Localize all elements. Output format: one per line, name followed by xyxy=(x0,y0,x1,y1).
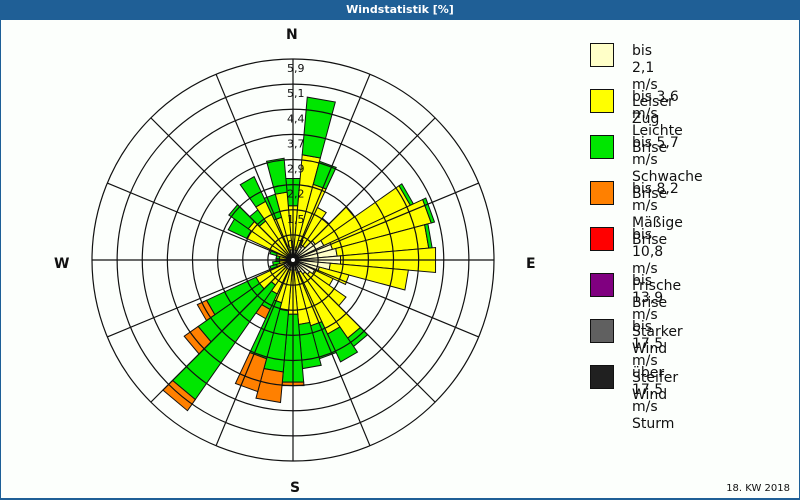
grid-spoke xyxy=(150,117,294,261)
legend-label: Frische Brise xyxy=(632,278,682,311)
petal-segment xyxy=(255,368,284,404)
center-dot xyxy=(291,258,295,262)
legend-swatch-icon xyxy=(590,135,614,159)
radial-tick-label: 2,2 xyxy=(287,188,305,201)
grid-spoke xyxy=(292,117,436,261)
legend-speed: bis 13,9 m/s xyxy=(632,273,664,323)
grid-spoke xyxy=(292,259,479,338)
grid-spoke xyxy=(215,259,294,446)
legend-speed: bis 2,1 m/s xyxy=(632,43,658,93)
petal-segment xyxy=(326,326,359,363)
legend-swatch-icon xyxy=(590,273,614,297)
petal-segment xyxy=(301,96,336,159)
legend-label: Mäßige Brise xyxy=(632,215,683,248)
petal-segment xyxy=(272,260,281,266)
legend-swatch-icon xyxy=(590,365,614,389)
grid-spoke xyxy=(292,259,371,446)
legend-speed: bis 5,7 m/s xyxy=(632,135,679,168)
legend-speed: bis 8,2 m/s xyxy=(632,181,679,214)
legend-label: Schwache Brise xyxy=(632,169,703,202)
grid-spoke xyxy=(150,259,294,403)
grid-spoke xyxy=(107,259,294,338)
radial-tick-label: 5,1 xyxy=(287,87,305,100)
grid-spoke xyxy=(292,74,371,261)
compass-north: N xyxy=(286,27,298,43)
legend-swatch-icon xyxy=(590,89,614,113)
radial-tick-label: 4,4 xyxy=(287,112,305,125)
compass-west: W xyxy=(54,256,70,272)
legend-swatch-icon xyxy=(590,43,614,67)
petal-segment xyxy=(239,175,267,208)
chart-title: Windstatistik [%] xyxy=(0,0,800,20)
legend-speed: bis 3,6 m/s xyxy=(632,89,679,122)
legend-speed: bis 10,8 m/s xyxy=(632,227,664,277)
legend-label: Leiser Zug xyxy=(632,94,674,127)
compass-east: E xyxy=(526,256,536,272)
legend-swatch-icon xyxy=(590,227,614,251)
legend-label: Sturm xyxy=(632,416,675,432)
petal-segment xyxy=(422,197,436,224)
compass-south: S xyxy=(290,480,301,496)
legend-speed: über 17,5 m/s xyxy=(632,365,665,415)
legend-label: Steifer Wind xyxy=(632,370,679,403)
legend-swatch-icon xyxy=(590,319,614,343)
grid-spoke xyxy=(292,259,436,403)
grid-spoke xyxy=(215,74,294,261)
petal-segment xyxy=(328,262,409,291)
petal-segment xyxy=(234,352,268,393)
legend-speed: bis 17,5 m/s xyxy=(632,319,664,369)
wind-rose-chart: 0,7 1,5 2,2 2,9 3,7 4,4 5,1 5,9 xyxy=(91,58,495,462)
radial-tick-label: 3,7 xyxy=(287,137,305,150)
legend-label: Leichte Brise xyxy=(632,123,683,156)
legend-label: Starker Wind xyxy=(632,324,683,357)
radial-tick-label: 0,7 xyxy=(287,238,305,251)
bottom-border xyxy=(0,498,800,500)
grid-spoke xyxy=(107,182,294,261)
grid-spoke xyxy=(292,182,479,261)
radial-tick-label: 5,9 xyxy=(287,62,305,75)
radial-tick-label: 1,5 xyxy=(287,213,305,226)
week-label: 18. KW 2018 xyxy=(726,483,790,494)
legend-swatch-icon xyxy=(590,181,614,205)
radial-tick-label: 2,9 xyxy=(287,163,305,176)
